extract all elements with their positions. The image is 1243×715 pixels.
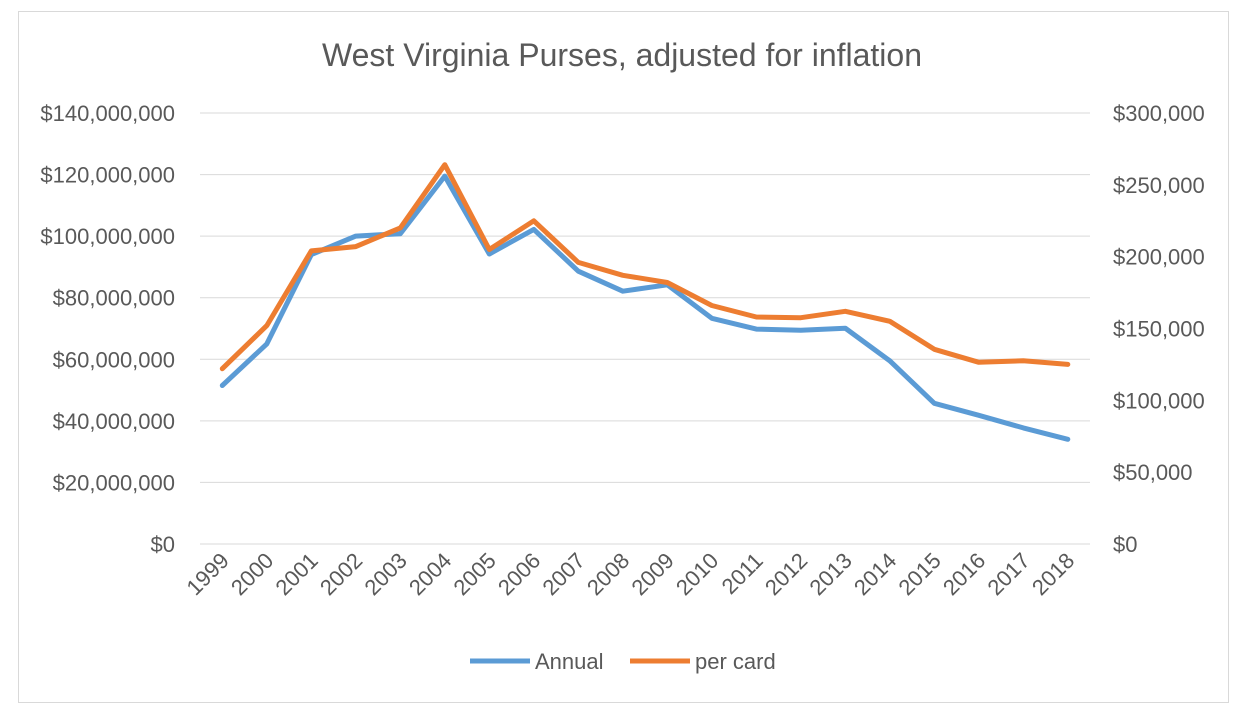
series-line-annual: [219, 173, 1071, 442]
right-axis-tick-label: $0: [1113, 532, 1137, 557]
gridlines: [200, 112, 1090, 545]
legend-item-annual: Annual: [470, 649, 604, 674]
chart-border: [18, 11, 1229, 703]
left-axis-tick-label: $120,000,000: [40, 163, 175, 188]
legend-label-per-card: per card: [695, 649, 776, 674]
legend-label-annual: Annual: [535, 649, 604, 674]
left-axis-tick-label: $80,000,000: [53, 286, 175, 311]
right-axis-tick-label: $150,000: [1113, 317, 1205, 342]
right-axis-tick-label: $300,000: [1113, 101, 1205, 126]
left-axis-tick-label: $20,000,000: [53, 470, 175, 495]
left-axis-tick-label: $40,000,000: [53, 409, 175, 434]
left-axis-tick-label: $100,000,000: [40, 224, 175, 249]
left-axis-tick-label: $0: [151, 532, 175, 557]
left-axis-tick-label: $140,000,000: [40, 101, 175, 126]
right-axis-labels: $0 $50,000 $100,000 $150,000 $200,000 $250,00…: [1113, 101, 1205, 557]
right-axis-tick-label: $50,000: [1113, 460, 1193, 485]
left-axis-labels: $0 $20,000,000 $40,000,000 $60,000,000 $80,0…: [40, 101, 175, 557]
right-axis-tick-label: $100,000: [1113, 388, 1205, 413]
series-line-per-card: [219, 162, 1071, 372]
right-axis-tick-label: $250,000: [1113, 173, 1205, 198]
legend-item-per-card: per card: [630, 649, 776, 674]
left-axis-tick-label: $60,000,000: [53, 347, 175, 372]
series-lines: [219, 162, 1071, 442]
right-axis-tick-label: $200,000: [1113, 245, 1205, 270]
legend: Annual per card: [470, 649, 776, 674]
chart-title: West Virginia Purses, adjusted for infla…: [322, 37, 922, 73]
